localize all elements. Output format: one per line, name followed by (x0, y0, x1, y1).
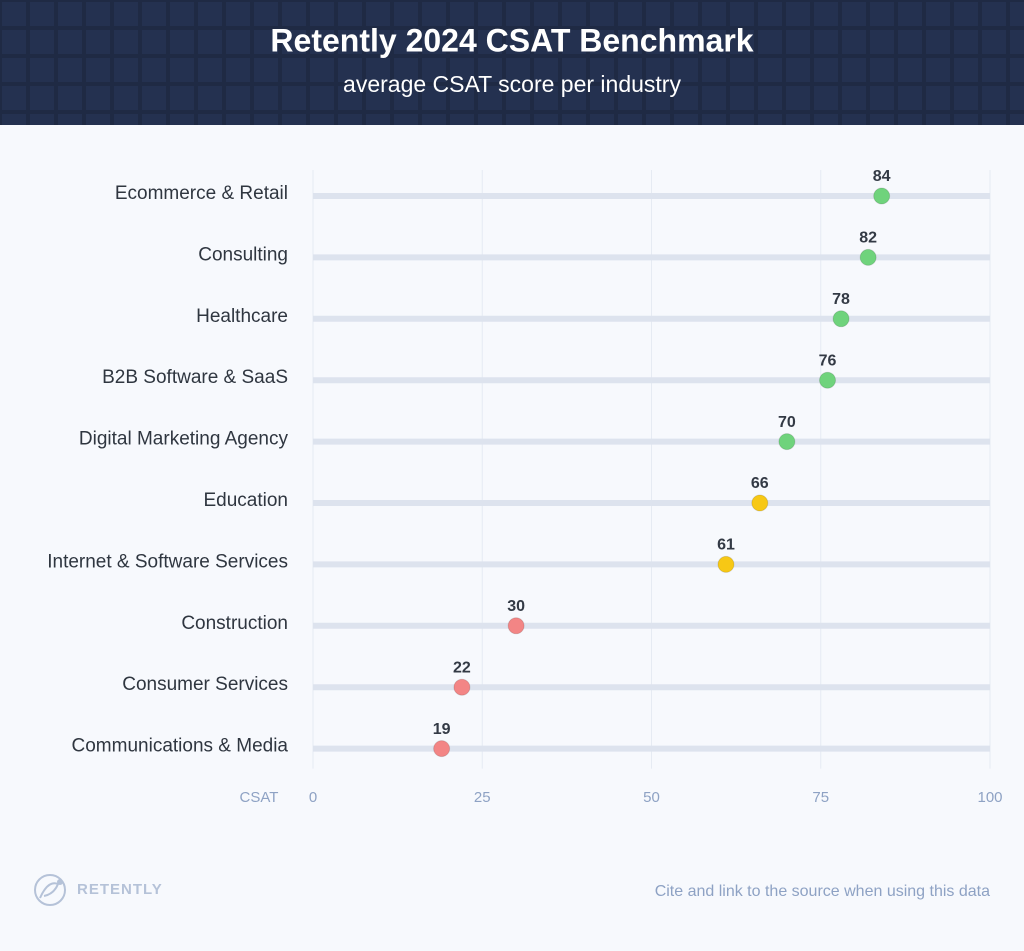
category-label: Education (203, 490, 288, 511)
value-label: 66 (751, 475, 769, 492)
x-tick-label: 50 (643, 789, 660, 806)
dot (819, 371, 837, 389)
category-label: B2B Software & SaaS (102, 367, 288, 388)
category-label: Digital Marketing Agency (79, 429, 289, 450)
value-label: 30 (507, 598, 525, 615)
dot (507, 617, 525, 635)
chart-title: Retently 2024 CSAT Benchmark (270, 22, 753, 58)
source-note: Cite and link to the source when using t… (655, 883, 990, 900)
x-tick-label: 75 (812, 789, 829, 806)
plot-area: 0 25 50 75 100 Ecommerce & Retail 84 Consulting… (47, 168, 1002, 806)
category-label: Healthcare (196, 306, 288, 327)
x-tick-label: 0 (309, 789, 317, 806)
dot (859, 248, 877, 266)
x-tick-label: 25 (474, 789, 491, 806)
value-label: 22 (453, 659, 471, 676)
value-label: 61 (717, 537, 735, 554)
brand-name: RETENTLY (77, 881, 163, 898)
brand-logo (34, 874, 66, 906)
value-label: 76 (819, 352, 837, 369)
value-label: 19 (433, 721, 451, 738)
dot (453, 678, 471, 696)
category-label: Ecommerce & Retail (115, 183, 288, 204)
value-label: 70 (778, 414, 796, 431)
chart-subtitle: average CSAT score per industry (343, 71, 681, 97)
x-tick-label: 100 (977, 789, 1002, 806)
category-label: Communications & Media (72, 736, 289, 757)
value-label: 82 (859, 230, 877, 247)
dot (751, 494, 769, 512)
dot (778, 433, 796, 451)
dot (873, 187, 891, 205)
category-label: Internet & Software Services (47, 551, 288, 572)
category-label: Construction (181, 613, 288, 634)
value-label: 78 (832, 291, 850, 308)
dot (832, 310, 850, 328)
x-axis-label: CSAT (240, 789, 279, 806)
value-label: 84 (873, 168, 891, 185)
category-label: Consulting (198, 244, 288, 265)
header-band (0, 0, 1024, 125)
dot (433, 740, 451, 758)
dot (717, 555, 735, 573)
category-label: Consumer Services (122, 674, 288, 695)
